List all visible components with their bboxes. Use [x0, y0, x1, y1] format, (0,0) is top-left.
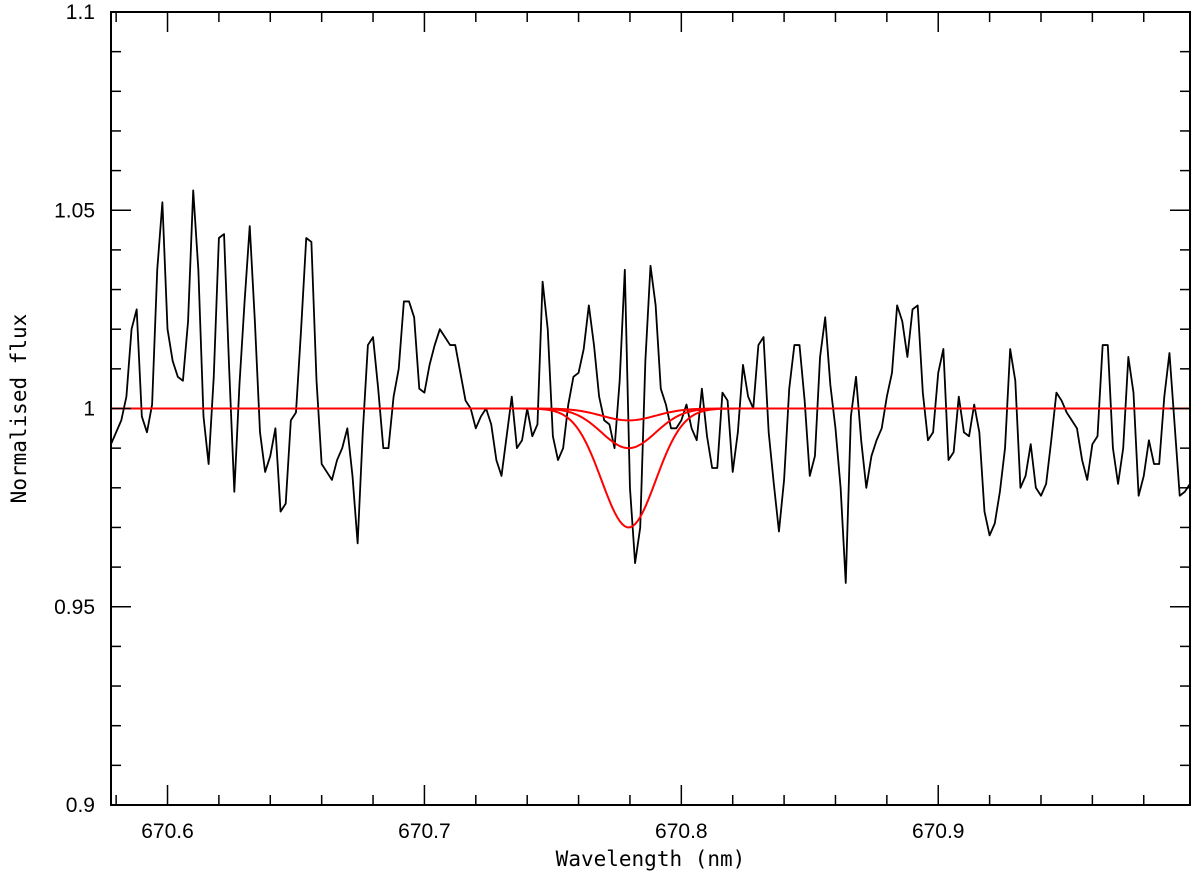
- model-line-3: [111, 407, 1190, 529]
- x-tick-label: 670.7: [398, 820, 451, 843]
- x-tick-label: 670.8: [655, 820, 708, 843]
- observed-spectrum-line: [110, 189, 1191, 584]
- tick-labels: 670.6 670.7 670.8 670.9 0.9 0.95 1 1.05 1.1: [54, 1, 964, 843]
- y-tick-label: 1: [83, 398, 95, 421]
- x-axis-label: Wavelength (nm): [556, 847, 746, 871]
- y-tick-label: 0.9: [66, 794, 95, 817]
- y-axis-label: Normalised flux: [7, 314, 31, 504]
- series-group: [110, 189, 1191, 584]
- plot-border: [110, 11, 1191, 806]
- y-tick-label: 1.05: [54, 199, 95, 222]
- y-tick-label: 1.1: [66, 1, 95, 24]
- x-tick-label: 670.6: [141, 820, 194, 843]
- x-tick-label: 670.9: [912, 820, 965, 843]
- y-tick-label: 0.95: [54, 596, 95, 619]
- plot-frame: [110, 11, 1191, 806]
